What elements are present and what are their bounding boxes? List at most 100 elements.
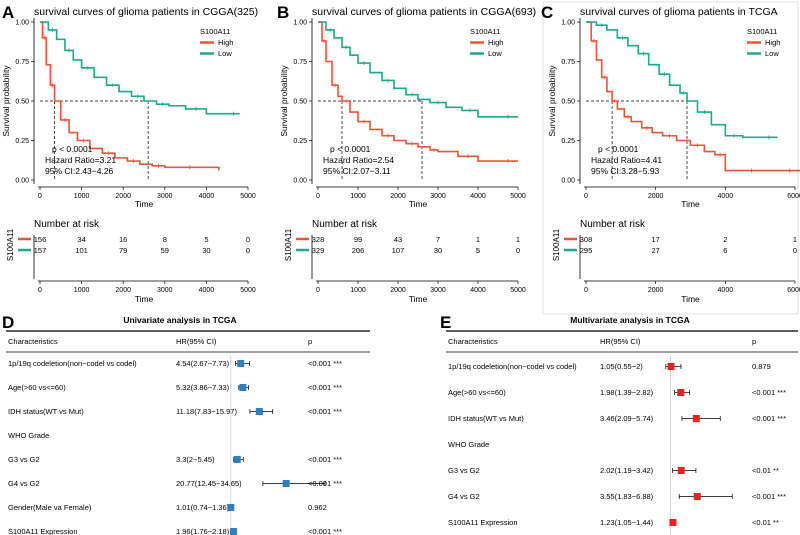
risk-count: 2 — [723, 235, 727, 244]
row-characteristic: Age(>60 vs<=60) — [448, 388, 506, 397]
risk-x-tick-label: 0 — [584, 287, 588, 294]
legend-label: High — [765, 38, 780, 47]
panel-letter: E — [440, 313, 451, 332]
row-p-value: <0.001 *** — [308, 455, 342, 464]
row-characteristic: S100A11 Expression — [448, 518, 518, 527]
hr-point-box — [237, 360, 245, 367]
x-tick-label: 2000 — [390, 193, 406, 200]
risk-x-label: Time — [135, 294, 154, 304]
risk-x-tick-label: 2000 — [648, 287, 664, 294]
p-value: p < 0.0001 — [598, 144, 639, 154]
risk-count: 30 — [202, 246, 210, 255]
risk-count: 0 — [516, 246, 520, 255]
risk-y-label: S100A11 — [6, 228, 15, 261]
row-p-value: <0.001 *** — [308, 383, 342, 392]
hr-point-box — [669, 519, 677, 526]
risk-count: 5 — [476, 246, 480, 255]
hr-point-box — [667, 363, 675, 370]
risk-x-tick-label: 1000 — [350, 287, 366, 294]
row-hr-ci: 3.46(2.09−5.74) — [600, 414, 654, 423]
hr-point-box — [233, 456, 241, 463]
y-axis-label: Survival probability — [1, 65, 11, 137]
risk-count: 16 — [119, 235, 127, 244]
km-curve-high — [40, 21, 220, 171]
y-tick-label: 1.00 — [561, 20, 575, 27]
y-tick-label: 0.00 — [293, 178, 307, 185]
y-tick-label: 0.00 — [561, 178, 575, 185]
risk-count: 295 — [580, 246, 593, 255]
confidence-interval: 95% CI:2.07−3.11 — [323, 166, 391, 176]
risk-x-tick-label: 2000 — [115, 287, 131, 294]
risk-count: 156 — [34, 235, 47, 244]
risk-x-label: Time — [409, 294, 428, 304]
risk-x-tick-label: 4000 — [718, 287, 734, 294]
x-tick-label: 0 — [316, 193, 320, 200]
row-p-value: <0.01 ** — [752, 466, 779, 475]
x-tick-label: 0 — [38, 193, 42, 200]
legend-label: High — [488, 38, 503, 47]
row-p-value: 0.962 — [308, 503, 327, 512]
row-hr-ci: 5.32(3.86−7.33) — [176, 383, 230, 392]
x-tick-label: 2000 — [115, 193, 131, 200]
x-tick-label: 0 — [584, 193, 588, 200]
y-tick-label: 0.50 — [15, 99, 29, 106]
header-p: p — [752, 337, 756, 346]
risk-x-label: Time — [681, 294, 700, 304]
legend-title: S100A11 — [470, 27, 500, 36]
x-tick-label: 1000 — [74, 193, 90, 200]
x-tick-label: 5000 — [240, 193, 256, 200]
y-tick-label: 0.50 — [561, 99, 575, 106]
risk-count: 7 — [436, 235, 440, 244]
legend-label: Low — [488, 49, 502, 58]
risk-x-tick-label: 2000 — [390, 287, 406, 294]
x-tick-label: 5000 — [510, 193, 526, 200]
header-characteristics: Characteristics — [448, 337, 498, 346]
hr-point-box — [677, 467, 685, 474]
row-characteristic: WHO Grade — [448, 440, 489, 449]
risk-count: 107 — [392, 246, 405, 255]
hr-point-box — [227, 504, 235, 511]
hr-point-box — [239, 384, 247, 391]
hazard-ratio: Hazard Ratio=2.54 — [323, 155, 394, 165]
confidence-interval: 95% CI:3.28−5.93 — [591, 166, 660, 176]
row-hr-ci: 3.3(2−5.45) — [176, 455, 215, 464]
legend-label: Low — [218, 49, 232, 58]
x-axis-label: Time — [135, 199, 154, 209]
header-characteristics: Characteristics — [8, 337, 58, 346]
row-hr-ci: 2.02(1.19−3.42) — [600, 466, 654, 475]
panel-c-frame — [542, 1, 799, 315]
risk-count: 1 — [516, 235, 520, 244]
y-tick-label: 0.75 — [15, 59, 29, 66]
legend-title: S100A11 — [747, 27, 777, 36]
row-characteristic: Age(>60 vs<=60) — [8, 383, 66, 392]
chart-title: survival curves of glioma patients in CG… — [34, 6, 258, 18]
header-p: p — [308, 337, 312, 346]
risk-count: 206 — [352, 246, 365, 255]
panel-letter: D — [2, 313, 14, 332]
row-p-value: <0.01 ** — [752, 518, 779, 527]
risk-count: 328 — [312, 235, 325, 244]
risk-table-title: Number at risk — [580, 219, 646, 230]
row-characteristic: G3 vs G2 — [8, 455, 40, 464]
risk-x-tick-label: 5000 — [510, 287, 526, 294]
x-tick-label: 1000 — [350, 193, 366, 200]
km-curve-low — [318, 21, 518, 118]
x-axis-label: Time — [681, 199, 700, 209]
risk-y-label: S100A11 — [552, 228, 561, 261]
row-characteristic: 1p/19q codeletion(non−codel vs codel) — [448, 362, 577, 371]
risk-count: 27 — [651, 246, 659, 255]
km-curve-high — [586, 21, 800, 172]
hr-point-box — [692, 415, 700, 422]
row-hr-ci: 11.18(7.83−15.97) — [176, 407, 237, 416]
risk-count: 308 — [580, 235, 593, 244]
header-hr: HR(95% CI) — [600, 337, 641, 346]
risk-count: 0 — [793, 246, 797, 255]
row-hr-ci: 1.01(0.74−1.36) — [176, 503, 230, 512]
risk-x-tick-label: 4000 — [199, 287, 215, 294]
hr-point-box — [693, 493, 701, 500]
risk-count: 99 — [354, 235, 362, 244]
y-tick-label: 0.75 — [293, 59, 307, 66]
row-hr-ci: 3.55(1.83−6.88) — [600, 492, 654, 501]
hr-point-box — [282, 480, 290, 487]
row-p-value: <0.001 *** — [308, 527, 342, 535]
